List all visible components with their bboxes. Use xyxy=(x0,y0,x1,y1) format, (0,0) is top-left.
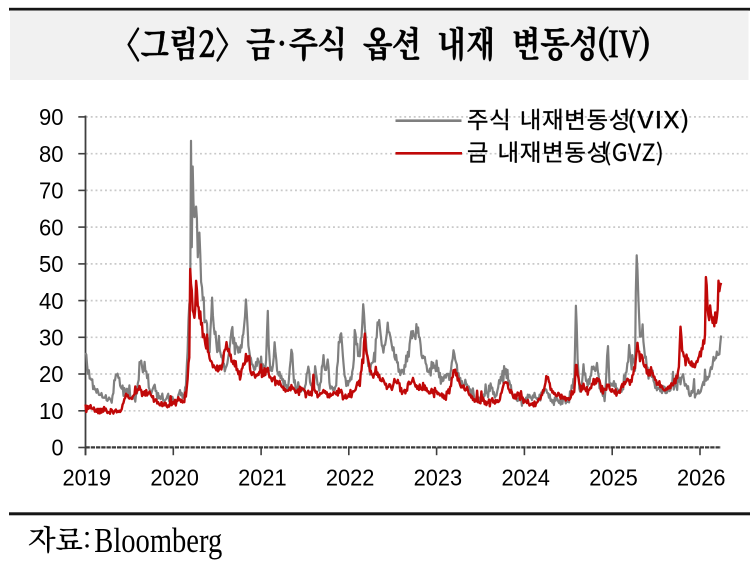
svg-text:2020: 2020 xyxy=(150,465,199,491)
svg-text:40: 40 xyxy=(39,288,64,314)
svg-text:60: 60 xyxy=(39,214,64,240)
svg-text:80: 80 xyxy=(39,141,64,167)
svg-text:2025: 2025 xyxy=(589,465,638,491)
svg-text:0: 0 xyxy=(52,435,64,461)
svg-text:2026: 2026 xyxy=(677,465,726,491)
svg-text:90: 90 xyxy=(39,104,64,130)
svg-text:2022: 2022 xyxy=(326,465,375,491)
svg-text:20: 20 xyxy=(39,361,64,387)
svg-text:50: 50 xyxy=(39,251,64,277)
svg-text:2024: 2024 xyxy=(501,465,550,491)
svg-text:2023: 2023 xyxy=(414,465,463,491)
svg-text:Bloomberg: Bloomberg xyxy=(94,520,222,560)
svg-text:2021: 2021 xyxy=(238,465,287,491)
svg-text:30: 30 xyxy=(39,325,64,351)
svg-text:70: 70 xyxy=(39,178,64,204)
svg-text:10: 10 xyxy=(39,398,64,424)
svg-text:2019: 2019 xyxy=(63,465,112,491)
